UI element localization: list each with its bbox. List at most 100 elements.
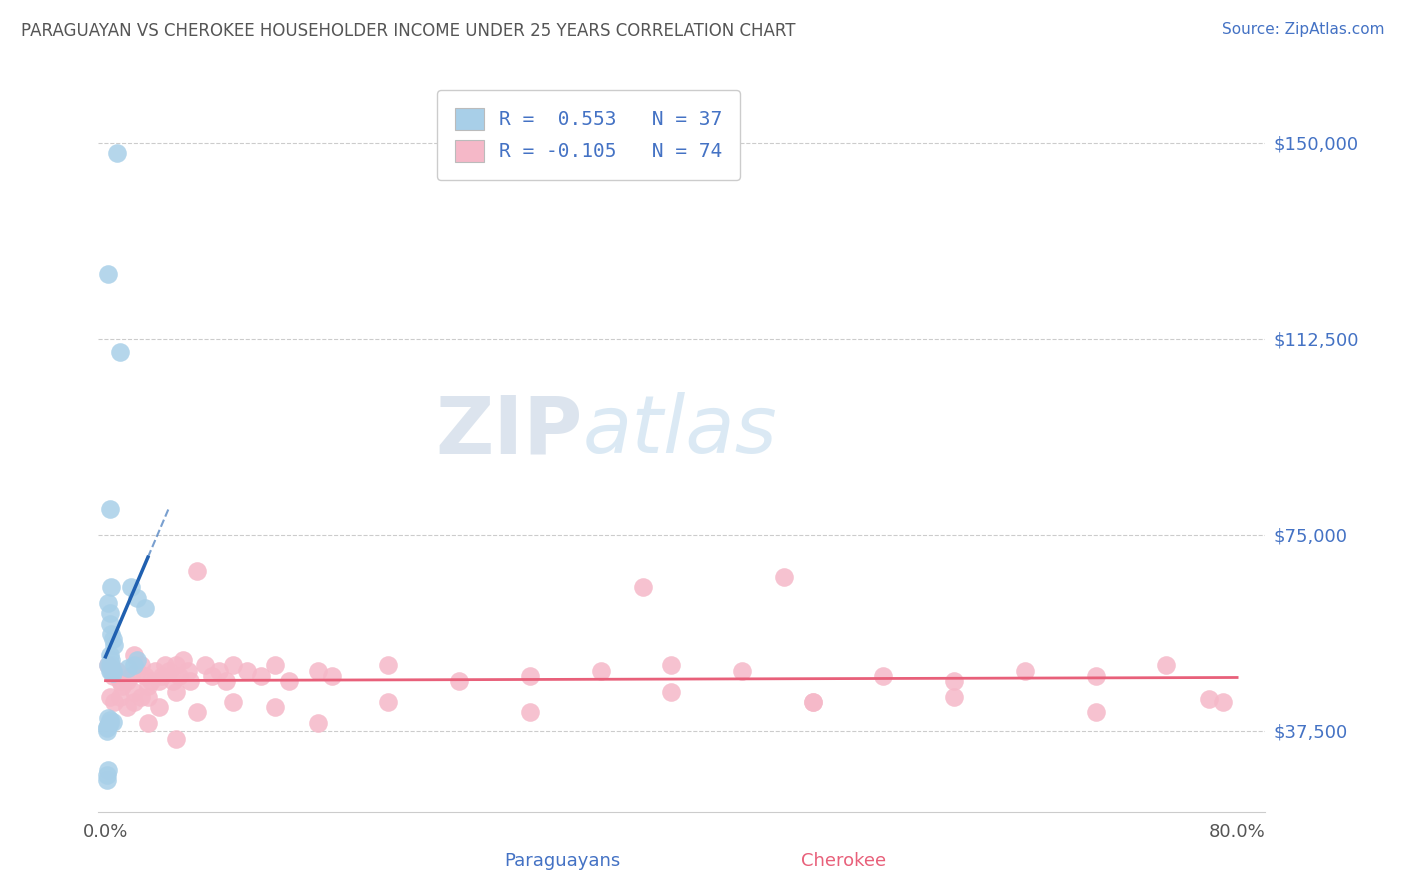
- Point: [519, 669, 541, 683]
- Point: [125, 664, 148, 678]
- Point: [143, 664, 166, 678]
- Point: [872, 669, 894, 683]
- Point: [98, 690, 121, 704]
- Point: [122, 684, 145, 698]
- Point: [1212, 695, 1234, 709]
- Legend: R =  0.553   N = 37, R = -0.105   N = 74: R = 0.553 N = 37, R = -0.105 N = 74: [437, 90, 740, 179]
- Text: Source: ZipAtlas.com: Source: ZipAtlas.com: [1222, 22, 1385, 37]
- Point: [162, 674, 184, 689]
- Point: [801, 695, 824, 709]
- Point: [108, 674, 131, 689]
- Point: [108, 345, 131, 359]
- Point: [167, 669, 190, 683]
- Point: [165, 658, 187, 673]
- Point: [157, 664, 180, 678]
- Point: [96, 768, 118, 782]
- Text: Cherokee: Cherokee: [801, 852, 886, 870]
- Point: [105, 664, 128, 678]
- Text: PARAGUAYAN VS CHEROKEE HOUSEHOLDER INCOME UNDER 25 YEARS CORRELATION CHART: PARAGUAYAN VS CHEROKEE HOUSEHOLDER INCOM…: [21, 22, 796, 40]
- Point: [176, 664, 198, 678]
- Point: [97, 658, 120, 673]
- Point: [97, 596, 120, 610]
- Point: [136, 690, 159, 704]
- Point: [122, 695, 145, 709]
- Point: [250, 669, 273, 683]
- Point: [659, 658, 682, 673]
- Point: [1014, 664, 1036, 678]
- Point: [631, 580, 654, 594]
- Point: [193, 658, 215, 673]
- Point: [659, 684, 682, 698]
- Point: [186, 565, 208, 579]
- Point: [96, 773, 118, 788]
- Point: [103, 695, 125, 709]
- Point: [97, 658, 120, 673]
- Point: [943, 674, 966, 689]
- Point: [136, 715, 159, 730]
- Point: [1156, 658, 1178, 673]
- Point: [117, 661, 139, 675]
- Point: [101, 669, 124, 683]
- Point: [165, 731, 187, 746]
- Text: Paraguayans: Paraguayans: [505, 852, 620, 870]
- Point: [264, 700, 287, 714]
- Point: [377, 658, 399, 673]
- Point: [172, 653, 194, 667]
- Point: [236, 664, 259, 678]
- Point: [801, 695, 824, 709]
- Point: [100, 664, 122, 678]
- Point: [101, 666, 124, 681]
- Point: [519, 706, 541, 720]
- Text: atlas: atlas: [582, 392, 778, 470]
- Point: [98, 715, 121, 730]
- Point: [129, 690, 152, 704]
- Point: [134, 669, 156, 683]
- Point: [122, 648, 145, 662]
- Point: [165, 684, 187, 698]
- Point: [96, 721, 118, 735]
- Point: [222, 695, 245, 709]
- Point: [97, 267, 120, 281]
- Point: [100, 627, 122, 641]
- Point: [321, 669, 343, 683]
- Point: [148, 700, 170, 714]
- Point: [98, 714, 121, 728]
- Point: [125, 653, 148, 667]
- Point: [97, 763, 120, 777]
- Point: [105, 146, 128, 161]
- Point: [129, 658, 152, 673]
- Point: [120, 580, 142, 594]
- Point: [186, 706, 208, 720]
- Point: [153, 658, 176, 673]
- Point: [120, 669, 142, 683]
- Point: [115, 700, 138, 714]
- Point: [134, 601, 156, 615]
- Point: [103, 638, 125, 652]
- Point: [731, 664, 754, 678]
- Point: [98, 501, 121, 516]
- Point: [179, 674, 201, 689]
- Point: [215, 674, 238, 689]
- Point: [1084, 669, 1107, 683]
- Point: [96, 723, 118, 738]
- Point: [1084, 706, 1107, 720]
- Point: [148, 674, 170, 689]
- Point: [943, 690, 966, 704]
- Point: [98, 658, 121, 673]
- Point: [98, 606, 121, 620]
- Point: [773, 569, 796, 583]
- Point: [98, 616, 121, 631]
- Point: [122, 658, 145, 673]
- Point: [101, 714, 124, 729]
- Point: [100, 580, 122, 594]
- Point: [96, 720, 118, 734]
- Text: ZIP: ZIP: [436, 392, 582, 470]
- Point: [125, 591, 148, 605]
- Point: [222, 658, 245, 673]
- Point: [98, 664, 121, 678]
- Point: [1198, 692, 1220, 706]
- Point: [208, 664, 231, 678]
- Point: [150, 669, 173, 683]
- Point: [278, 674, 301, 689]
- Point: [108, 690, 131, 704]
